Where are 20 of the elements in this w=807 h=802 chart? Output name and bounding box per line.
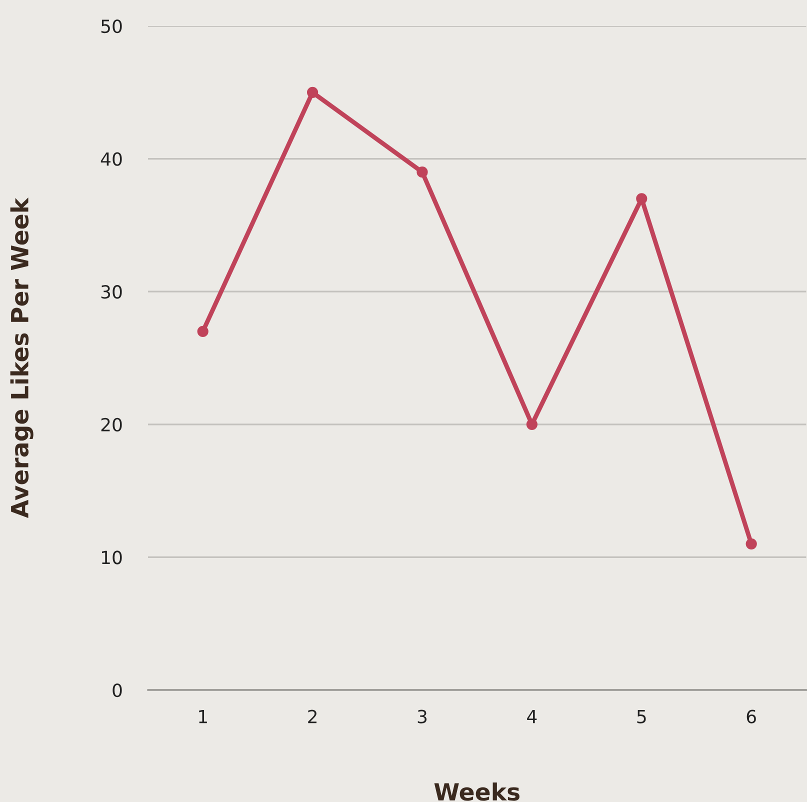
x-tick-label: 6	[746, 710, 756, 724]
point	[197, 326, 208, 337]
y-axis-title: Average Likes Per Week	[10, 197, 34, 518]
x-tick-label: 3	[418, 710, 427, 724]
point	[416, 166, 428, 178]
y-tick-label: 50	[101, 19, 122, 34]
x-tick-label: 1	[199, 710, 207, 724]
y-tick-label: 20	[101, 418, 122, 432]
x-axis-title: Weeks	[434, 782, 520, 801]
y-tick-label: 30	[101, 285, 122, 299]
x-tick-label: 5	[637, 710, 646, 724]
point	[746, 538, 757, 550]
y-tick-label: 0	[112, 683, 122, 698]
point	[636, 193, 648, 204]
x-tick-label: 2	[308, 710, 316, 724]
y-tick-label: 40	[100, 152, 122, 166]
y-tick-label: 10	[102, 550, 122, 564]
point	[526, 418, 538, 430]
x-tick-label: 4	[527, 710, 537, 724]
point	[306, 86, 318, 98]
